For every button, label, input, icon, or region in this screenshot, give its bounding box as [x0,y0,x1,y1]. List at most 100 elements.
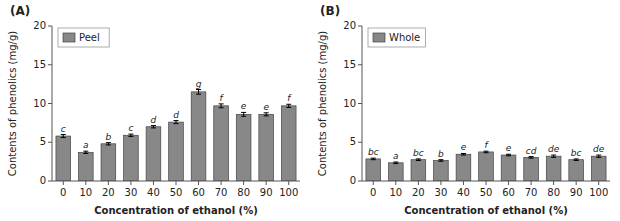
error-cap [219,103,224,104]
annotation: d [151,115,157,125]
y-tick [358,142,362,143]
error-bar [128,134,133,136]
legend-label: Whole [389,32,420,43]
error-cap [393,163,398,164]
y-tick-label: 15 [33,59,46,70]
error-cap [551,155,556,156]
x-tick-label: 100 [589,187,608,198]
x-axis-label: Concentration of ethanol (%) [404,205,568,216]
error-cap [574,158,579,159]
x-tick-label: 80 [547,187,560,198]
annotation: f [287,93,292,103]
annotation: de [548,144,560,154]
annotation: f [484,140,489,150]
bar [366,159,381,181]
plot-area [56,90,296,181]
error-cap [416,158,421,159]
error-cap [106,144,111,145]
error-bar [596,155,601,157]
error-cap [219,107,224,108]
x-tick [288,181,289,185]
bar [569,160,584,181]
error-bar [484,151,489,153]
error-bar [506,154,511,156]
bar [146,127,161,181]
x-tick-label: 10 [79,187,92,198]
bar [591,156,606,181]
annotation: b [106,132,112,142]
x-tick [440,181,441,185]
title: (A) [10,4,30,18]
error-cap [174,123,179,124]
error-stem [198,90,199,95]
annotation: d [173,110,179,120]
bar [101,144,116,181]
chart-root: 051015200102030405060708090100cabcddgfee… [0,0,620,221]
error-cap [371,158,376,159]
legend-swatch [63,33,75,42]
x-tick-label: 90 [570,187,583,198]
x-tick-label: 20 [412,187,425,198]
x-tick [130,181,131,185]
x-tick-label: 50 [480,187,493,198]
title: (B) [320,4,340,18]
bar [411,160,426,181]
x-tick-label: 80 [237,187,250,198]
x-tick-label: 50 [170,187,183,198]
error-bar [529,157,534,159]
error-bar [219,104,224,108]
error-cap [241,116,246,117]
error-cap [438,159,443,160]
error-cap [461,153,466,154]
y-tick-label: 0 [350,175,356,186]
error-cap [196,94,201,95]
bar [434,160,449,181]
annotation: e [241,101,247,111]
error-stem [221,104,222,108]
y-tick-label: 10 [343,98,356,109]
bar [56,136,71,181]
error-cap [196,89,201,90]
error-bar [371,158,376,160]
error-cap [416,160,421,161]
x-tick-label: 70 [525,187,538,198]
y-tick [48,181,52,182]
annotation: cd [526,146,537,156]
y-tick [358,103,362,104]
bar [169,122,184,181]
error-cap [371,159,376,160]
x-axis-label: Concentration of ethanol (%) [94,205,258,216]
x-tick-label: 60 [192,187,205,198]
x-tick [553,181,554,185]
bar [479,152,494,181]
annotation: a [83,140,89,150]
annotation: f [220,93,225,103]
error-cap [128,134,133,135]
bar [259,114,274,181]
legend-box [368,28,426,47]
bar [236,114,251,181]
x-tick-label: 30 [125,187,138,198]
legend-swatch [373,33,385,42]
error-cap [506,155,511,156]
y-tick-label: 20 [33,20,46,31]
error-cap [128,136,133,137]
annotation: bc [413,148,424,158]
error-bar [61,135,66,138]
x-tick [418,181,419,185]
error-bar [151,126,156,128]
x-tick [108,181,109,185]
y-axis-label: Contents of phenolics (mg/g) [317,31,328,176]
x-tick-label: 40 [457,187,470,198]
legend-label: Peel [79,32,100,43]
annotation: c [128,123,133,133]
x-tick [63,181,64,185]
x-tick-label: 70 [215,187,228,198]
bar [388,163,403,181]
error-cap [241,112,246,113]
error-bar [83,151,88,153]
annotation: a [393,151,399,161]
error-cap [574,160,579,161]
x-tick [531,181,532,185]
error-bar [106,143,111,145]
